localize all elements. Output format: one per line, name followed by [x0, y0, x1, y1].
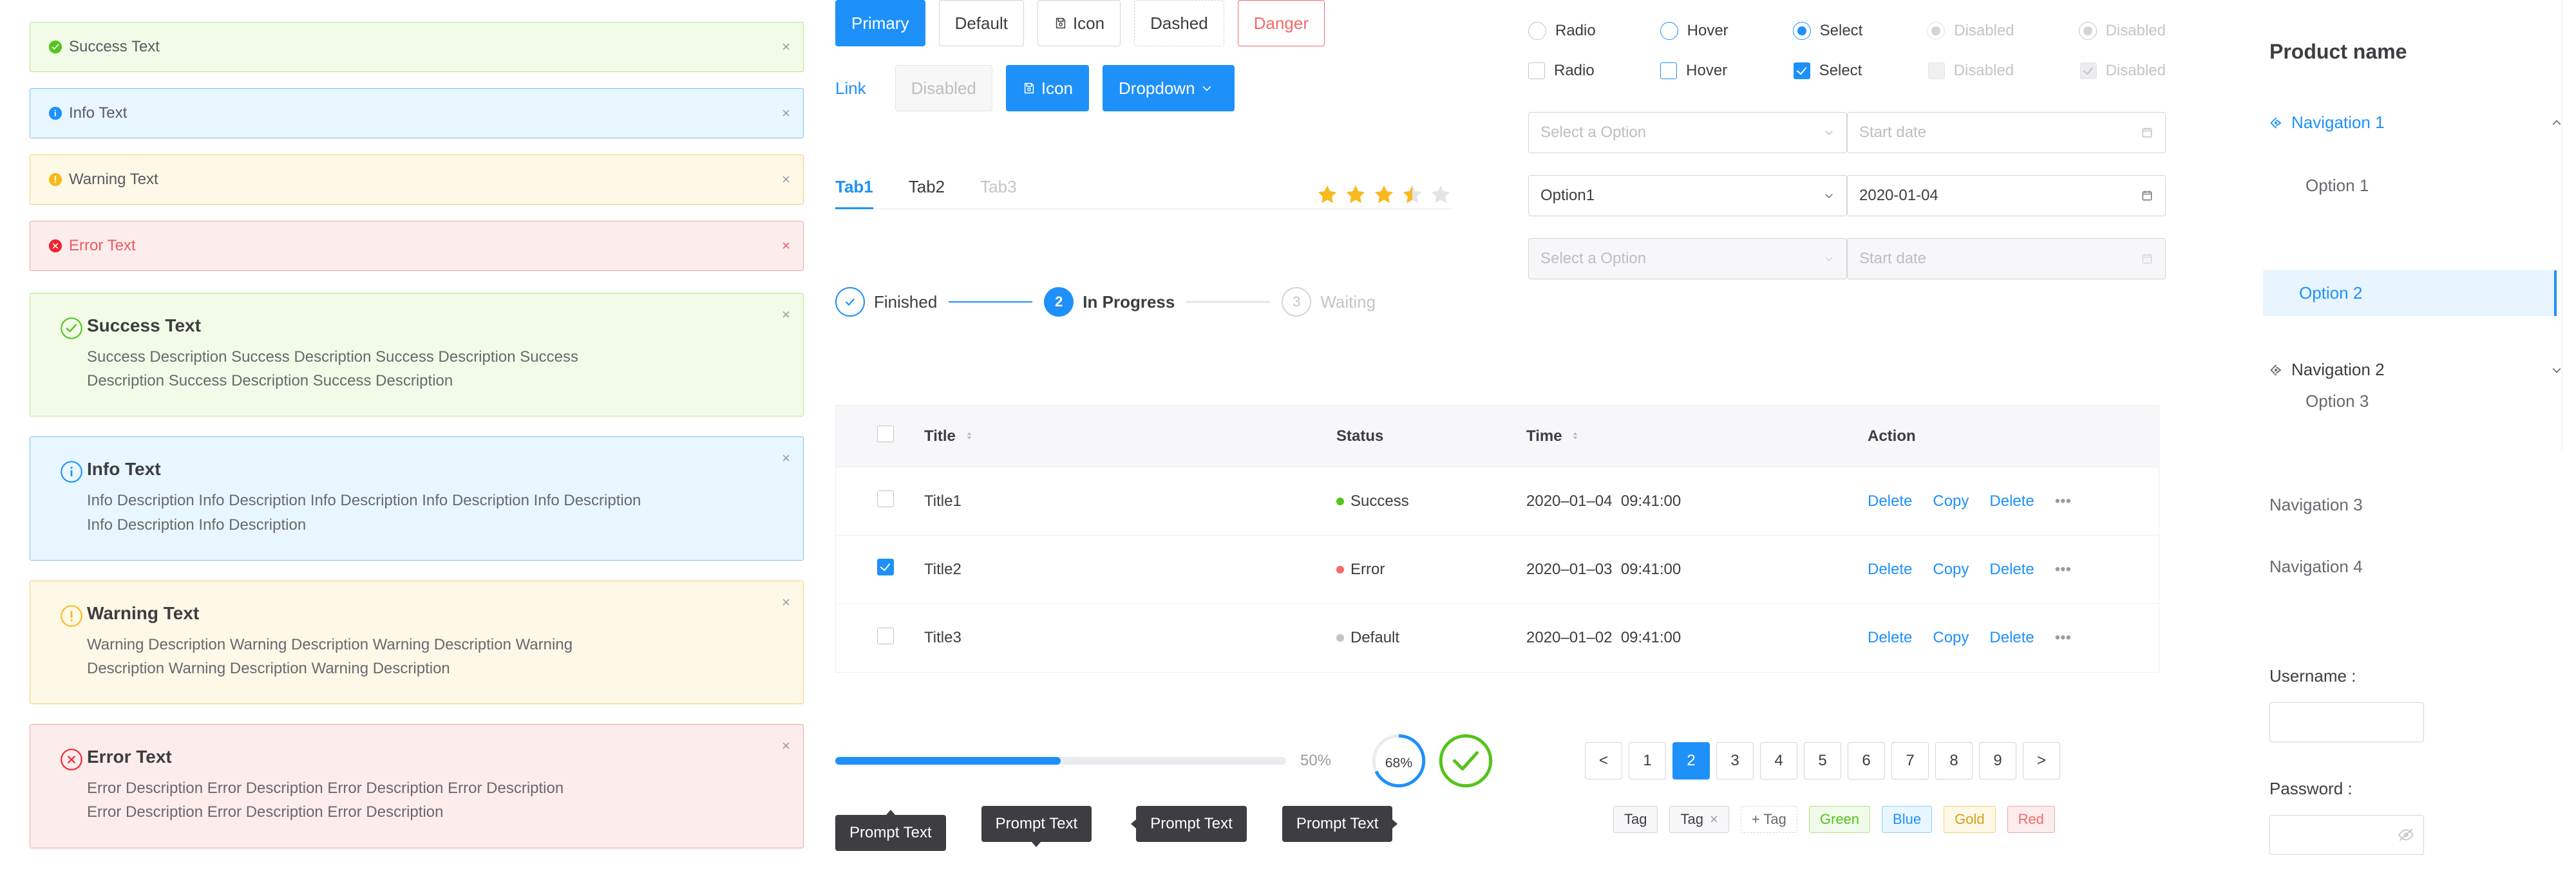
svg-text:68%: 68% — [1385, 755, 1413, 770]
